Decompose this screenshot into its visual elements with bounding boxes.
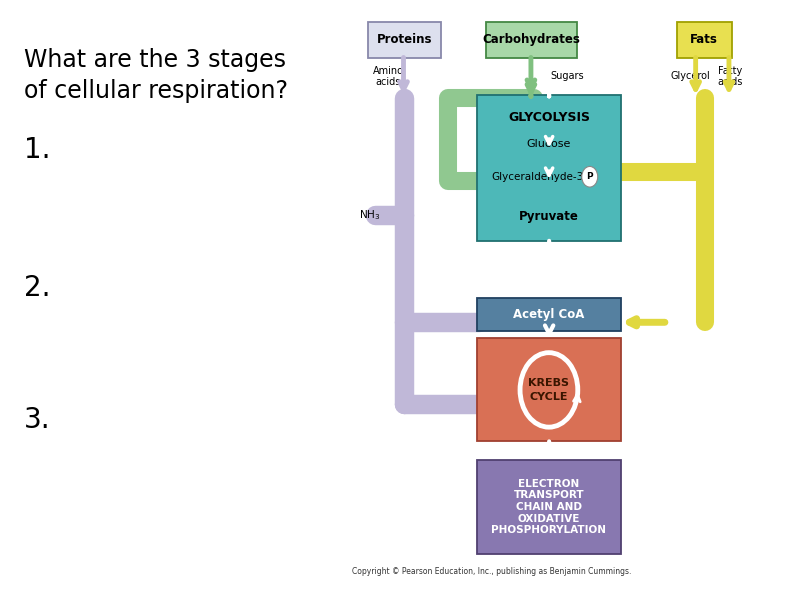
Circle shape: [520, 353, 578, 427]
Text: Fats: Fats: [690, 34, 718, 46]
Text: 2.: 2.: [24, 274, 51, 302]
Text: Acetyl CoA: Acetyl CoA: [514, 308, 585, 321]
Text: GLYCOLYSIS: GLYCOLYSIS: [508, 111, 590, 124]
FancyBboxPatch shape: [477, 460, 621, 554]
FancyBboxPatch shape: [368, 22, 442, 58]
Text: Pyruvate: Pyruvate: [519, 210, 579, 223]
Text: KREBS: KREBS: [529, 378, 570, 388]
FancyBboxPatch shape: [486, 22, 577, 58]
Text: Glucose: Glucose: [526, 139, 571, 149]
Circle shape: [582, 166, 598, 187]
Text: Amino
acids: Amino acids: [373, 65, 403, 87]
Text: NH$_3$: NH$_3$: [359, 208, 381, 222]
Text: Copyright © Pearson Education, Inc., publishing as Benjamin Cummings.: Copyright © Pearson Education, Inc., pub…: [353, 567, 632, 576]
Text: Sugars: Sugars: [550, 71, 584, 82]
Text: Glyceraldehyde-3-: Glyceraldehyde-3-: [491, 172, 587, 182]
FancyBboxPatch shape: [477, 338, 621, 442]
Text: ELECTRON
TRANSPORT
CHAIN AND
OXIDATIVE
PHOSPHORYLATION: ELECTRON TRANSPORT CHAIN AND OXIDATIVE P…: [491, 479, 606, 535]
FancyBboxPatch shape: [677, 22, 732, 58]
Text: Fatty
acids: Fatty acids: [717, 65, 742, 87]
FancyBboxPatch shape: [477, 95, 621, 241]
Text: 1.: 1.: [24, 136, 51, 164]
Text: What are the 3 stages
of cellular respiration?: What are the 3 stages of cellular respir…: [24, 48, 288, 103]
Text: Glycerol: Glycerol: [670, 71, 710, 82]
FancyBboxPatch shape: [477, 298, 621, 331]
Text: P: P: [586, 172, 593, 181]
Text: 3.: 3.: [24, 406, 51, 434]
Text: CYCLE: CYCLE: [530, 392, 568, 402]
Text: Carbohydrates: Carbohydrates: [482, 34, 580, 46]
Text: Proteins: Proteins: [377, 34, 432, 46]
